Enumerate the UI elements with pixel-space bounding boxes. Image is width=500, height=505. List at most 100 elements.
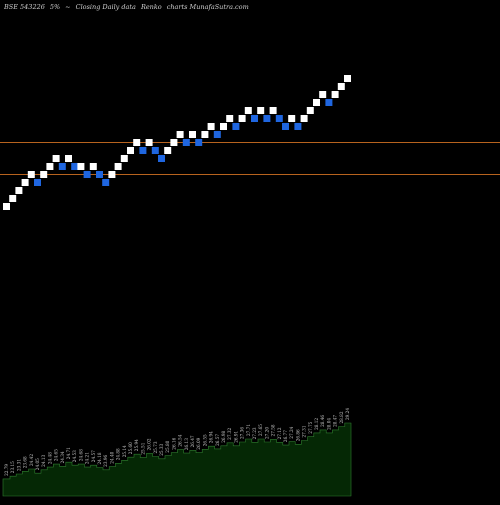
chart-header: BSE 543226 5% ~ Closing Daily data Renko char…	[4, 3, 496, 15]
volume-label: 27.75	[308, 421, 313, 433]
data-description: Closing Daily data	[75, 3, 136, 11]
volume-label: 26.94	[209, 431, 214, 443]
renko-brick-up	[176, 131, 184, 138]
renko-brick-up	[46, 163, 54, 170]
renko-brick-down	[71, 163, 79, 170]
renko-brick-up	[269, 107, 277, 114]
volume-label: 26.55	[202, 434, 207, 446]
site-name: charts MunafaSutra.com	[166, 3, 249, 11]
trend-arrow: ~	[65, 3, 71, 11]
volume-label: 24.40	[109, 451, 114, 463]
renko-brick-up	[238, 115, 246, 122]
renko-brick-up	[65, 155, 72, 162]
renko-brick-up	[344, 75, 351, 82]
volume-label: 23.96	[103, 454, 108, 466]
renko-brick-down	[158, 155, 165, 162]
renko-brick-down	[325, 99, 333, 106]
renko-brick-up	[9, 195, 17, 202]
volume-label: 25.14	[122, 445, 127, 457]
renko-brick-up	[300, 115, 308, 122]
renko-brick-up	[15, 187, 23, 194]
chart-kind: Renko	[140, 3, 162, 11]
renko-brick-up	[108, 171, 116, 178]
renko-brick-up	[288, 115, 296, 122]
volume-label: 24.42	[29, 454, 34, 466]
renko-brick-down	[294, 123, 302, 130]
volume-label: 24.48	[47, 452, 52, 464]
renko-brick-up	[313, 99, 320, 106]
volume-label: 28.46	[320, 415, 325, 427]
renko-brick-up	[207, 123, 215, 130]
volume-label: 26.77	[283, 430, 288, 442]
renko-brick-up	[3, 203, 10, 210]
renko-brick-down	[151, 147, 159, 154]
volume-label: 28.04	[326, 418, 331, 430]
renko-brick-down	[275, 115, 283, 122]
volume-label: 29.24	[345, 408, 350, 420]
volume-label: 23.15	[10, 461, 15, 473]
exchange-code: BSE 543226	[4, 3, 45, 11]
renko-brick-down	[139, 147, 147, 154]
volume-label: 27.58	[271, 424, 276, 436]
volume-label: 26.16	[171, 437, 176, 449]
volume-label: 26.09	[196, 437, 201, 449]
volume-area	[2, 422, 352, 497]
volume-label: 27.71	[246, 424, 251, 436]
renko-brick-down	[96, 171, 103, 178]
volume-label: 24.88	[116, 448, 121, 460]
volume-label: 26.13	[184, 438, 189, 450]
volume-label: 28.47	[333, 415, 338, 427]
renko-brick-up	[21, 179, 29, 186]
volume-label: 25.60	[128, 442, 133, 454]
renko-brick-up	[40, 171, 48, 178]
volume-label: 24.21	[85, 452, 90, 464]
volume-label: 24.05	[35, 458, 40, 470]
renko-brick-up	[89, 163, 97, 170]
volume-label: 26.47	[190, 435, 195, 447]
volume-label: 24.65	[54, 449, 59, 461]
renko-brick-up	[127, 147, 134, 154]
renko-brick-up	[337, 83, 345, 90]
volume-label: 24.71	[66, 447, 71, 459]
volume-label: 24.18	[97, 452, 102, 464]
renko-brick-up	[170, 139, 178, 146]
renko-brick-up	[306, 107, 314, 114]
renko-brick-up	[133, 139, 141, 146]
renko-brick-up	[226, 115, 234, 122]
change-percent: 5%	[49, 3, 61, 11]
renko-brick-down	[263, 115, 271, 122]
volume-label: 25.33	[159, 443, 164, 455]
renko-brick-down	[251, 115, 258, 122]
volume-label: 27.23	[252, 427, 257, 439]
renko-brick-up	[120, 155, 128, 162]
renko-brick-up	[319, 91, 327, 98]
renko-brick-down	[34, 179, 41, 186]
renko-brick-down	[182, 139, 190, 146]
volume-label: 26.02	[147, 438, 152, 450]
renko-brick-down	[102, 179, 110, 186]
volume-label: 27.32	[227, 427, 232, 439]
renko-brick-up	[220, 123, 227, 130]
volume-label: 25.51	[140, 442, 145, 454]
volume-label: 27.65	[258, 424, 263, 436]
volume-label: 26.98	[221, 430, 226, 442]
volume-label: 27.36	[240, 427, 245, 439]
volume-label: 23.68	[23, 456, 28, 468]
volume-label: 24.57	[91, 450, 96, 462]
volume-label: 24.13	[41, 454, 46, 466]
volume-label: 24.68	[78, 449, 83, 461]
renko-brick-up	[189, 131, 196, 138]
renko-brick-down	[213, 131, 221, 138]
renko-brick-down	[232, 123, 240, 130]
volume-label: 26.91	[233, 430, 238, 442]
volume-label: 26.54	[178, 434, 183, 446]
volume-label: 27.24	[289, 426, 294, 438]
renko-brick-up	[331, 91, 339, 98]
volume-label: 26.86	[295, 429, 300, 441]
volume-label: 25.80	[165, 440, 170, 452]
renko-brick-down	[195, 139, 203, 146]
renko-brick-up	[145, 139, 153, 146]
volume-label: 27.31	[302, 425, 307, 437]
